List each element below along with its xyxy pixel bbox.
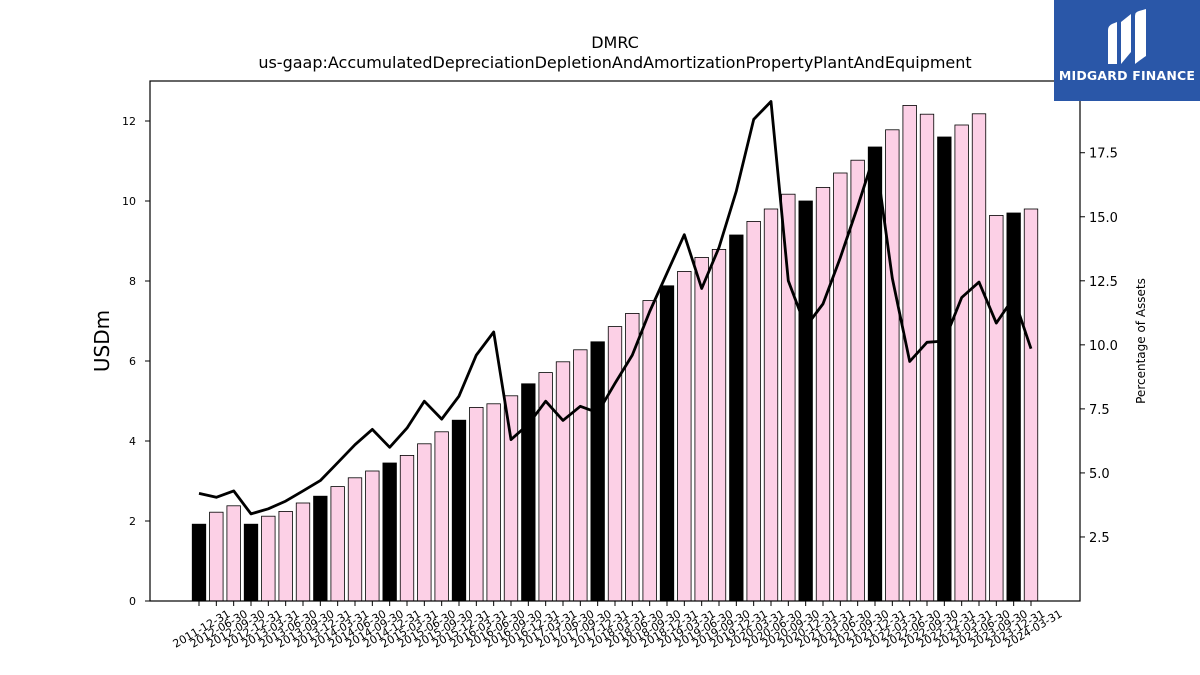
y2-tick-label: 7.5	[1089, 403, 1110, 418]
bar	[867, 146, 883, 602]
brand-name: MIDGARD FINANCE	[1058, 68, 1196, 83]
line-group	[198, 100, 1033, 516]
bar	[989, 214, 1004, 602]
bar	[954, 124, 969, 602]
midgard-m-logo-icon	[1108, 9, 1146, 64]
y2-tick-label: 2.5	[1089, 531, 1110, 546]
bar	[399, 454, 415, 602]
bar	[763, 208, 779, 602]
bar	[313, 495, 328, 602]
y-tick-label: 6	[129, 355, 136, 368]
bar	[798, 200, 813, 602]
bar	[555, 361, 571, 602]
x-axis: 2011-12-312012-06-302012-09-302012-12-31…	[171, 601, 1065, 651]
bar	[607, 326, 623, 602]
bar	[1023, 208, 1039, 602]
bar	[971, 113, 987, 602]
bar	[365, 470, 380, 602]
bar	[469, 406, 484, 602]
bar	[417, 443, 432, 602]
bar	[833, 172, 848, 602]
bar	[677, 270, 692, 602]
bar	[902, 105, 917, 602]
bar	[278, 510, 293, 602]
right-axis: 2.5 5.0 7.5 10.0 12.5 15.0 17.5	[1080, 147, 1118, 546]
bar	[659, 285, 675, 602]
bar	[815, 186, 831, 602]
y-tick-label: 12	[122, 115, 136, 128]
y-tick-label: 8	[129, 275, 136, 288]
bar	[295, 502, 311, 602]
y2-tick-label: 17.5	[1089, 147, 1118, 162]
y-tick-label: 0	[129, 595, 136, 608]
chart-title: DMRC	[591, 33, 639, 52]
bar	[1006, 212, 1021, 602]
bar	[694, 256, 709, 602]
bar	[937, 136, 952, 602]
chart-subtitle: us-gaap:AccumulatedDepreciationDepletion…	[258, 53, 971, 72]
bar	[209, 511, 224, 602]
bar	[711, 248, 727, 602]
bar	[243, 523, 259, 602]
bar	[573, 349, 588, 602]
y-tick-label: 4	[129, 435, 136, 448]
y2-tick-label: 12.5	[1089, 275, 1118, 290]
bar	[191, 523, 207, 602]
y2-tick-label: 5.0	[1089, 467, 1110, 482]
bar	[226, 505, 241, 602]
y2-tick-label: 15.0	[1089, 211, 1118, 226]
bar	[746, 220, 761, 602]
bar	[642, 300, 657, 602]
bar	[885, 129, 900, 602]
bar	[919, 113, 935, 602]
bar	[781, 193, 796, 602]
bar	[382, 462, 397, 602]
bar	[590, 341, 605, 602]
bar	[261, 515, 276, 602]
bar	[486, 403, 501, 602]
bar-group	[191, 105, 1039, 602]
y2-axis-label: Percentage of Assets	[1134, 278, 1148, 404]
bar	[850, 159, 865, 602]
y-tick-label: 10	[122, 195, 136, 208]
brand-logo: MIDGARD FINANCE	[1054, 0, 1200, 101]
bar	[434, 431, 449, 602]
y-tick-label: 2	[129, 515, 136, 528]
bar	[729, 234, 744, 602]
y2-tick-label: 10.0	[1089, 339, 1118, 354]
left-axis: 0 2 4 6 8 10 12	[122, 115, 150, 608]
y-axis-label: USDm	[90, 310, 114, 372]
bar	[503, 395, 519, 602]
percentage-line	[198, 100, 1033, 516]
bar	[347, 477, 363, 602]
bar	[451, 419, 467, 602]
bar	[330, 486, 345, 602]
